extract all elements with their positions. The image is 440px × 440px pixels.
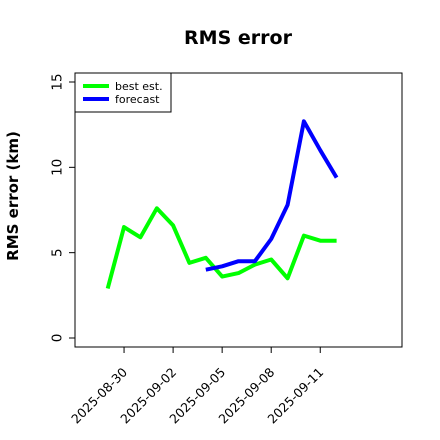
y-axis-label: RMS error (km) [4, 131, 22, 261]
legend-label-0: best est. [115, 80, 163, 93]
y-tick-label: 15 [50, 73, 66, 90]
legend: best est.forecast [74, 72, 172, 113]
legend-label-1: forecast [115, 93, 160, 106]
legend-box [74, 72, 172, 113]
y-tick-label: 0 [50, 334, 66, 343]
y-tick-label: 10 [50, 159, 66, 176]
y-tick-label: 5 [50, 248, 66, 257]
series-line-0 [105, 206, 337, 290]
series-line-1 [205, 119, 339, 272]
plot-frame [74, 72, 403, 348]
chart-title: RMS error [184, 27, 293, 49]
